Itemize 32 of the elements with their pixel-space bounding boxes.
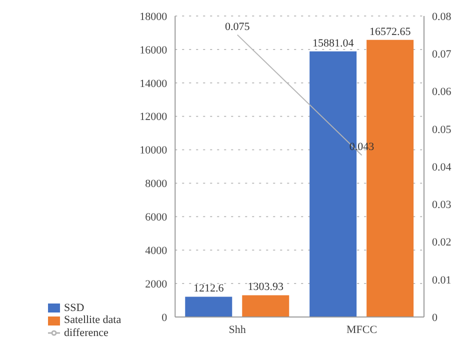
- x-tick-label: Shh: [228, 324, 246, 336]
- y2-tick-label: 0.06: [432, 86, 452, 98]
- y-tick-label: 8000: [145, 178, 168, 190]
- data-label: 0.043: [349, 141, 375, 154]
- legend-label: difference: [64, 326, 108, 339]
- y2-tick-label: 0.04: [432, 161, 452, 174]
- y2-tick-label: 0.08: [432, 10, 452, 23]
- y-tick-label: 16000: [140, 44, 168, 56]
- y2-tick-label: 0.03: [432, 199, 452, 212]
- y-tick-label: 0: [162, 312, 168, 324]
- x-tick-label: MFCC: [346, 324, 378, 336]
- bar: [185, 296, 232, 317]
- data-label: 15881.04: [312, 37, 354, 50]
- data-label: 0.075: [224, 20, 250, 33]
- data-label: 16572.65: [369, 26, 412, 38]
- y-tick-label: 14000: [140, 78, 168, 90]
- y2-tick-label: 0.01: [432, 274, 452, 286]
- y2-tick-label: 0.02: [432, 236, 452, 249]
- bar: [242, 295, 290, 317]
- data-label: 1212.6: [194, 282, 224, 295]
- y-tick-label: 12000: [140, 111, 168, 124]
- y-tick-label: 6000: [145, 212, 168, 224]
- data-label: 1303.93: [248, 281, 284, 294]
- y-tick-label: 18000: [140, 10, 168, 23]
- y2-tick-label: 0.07: [432, 48, 452, 61]
- legend-label: Satellite data: [64, 314, 122, 326]
- y2-tick-label: 0.05: [432, 124, 452, 136]
- y-tick-label: 10000: [140, 144, 168, 157]
- y-tick-label: 2000: [145, 278, 168, 290]
- y2-tick-label: 0: [432, 312, 438, 324]
- legend-label: SSD: [64, 302, 84, 314]
- y-tick-label: 4000: [145, 245, 168, 258]
